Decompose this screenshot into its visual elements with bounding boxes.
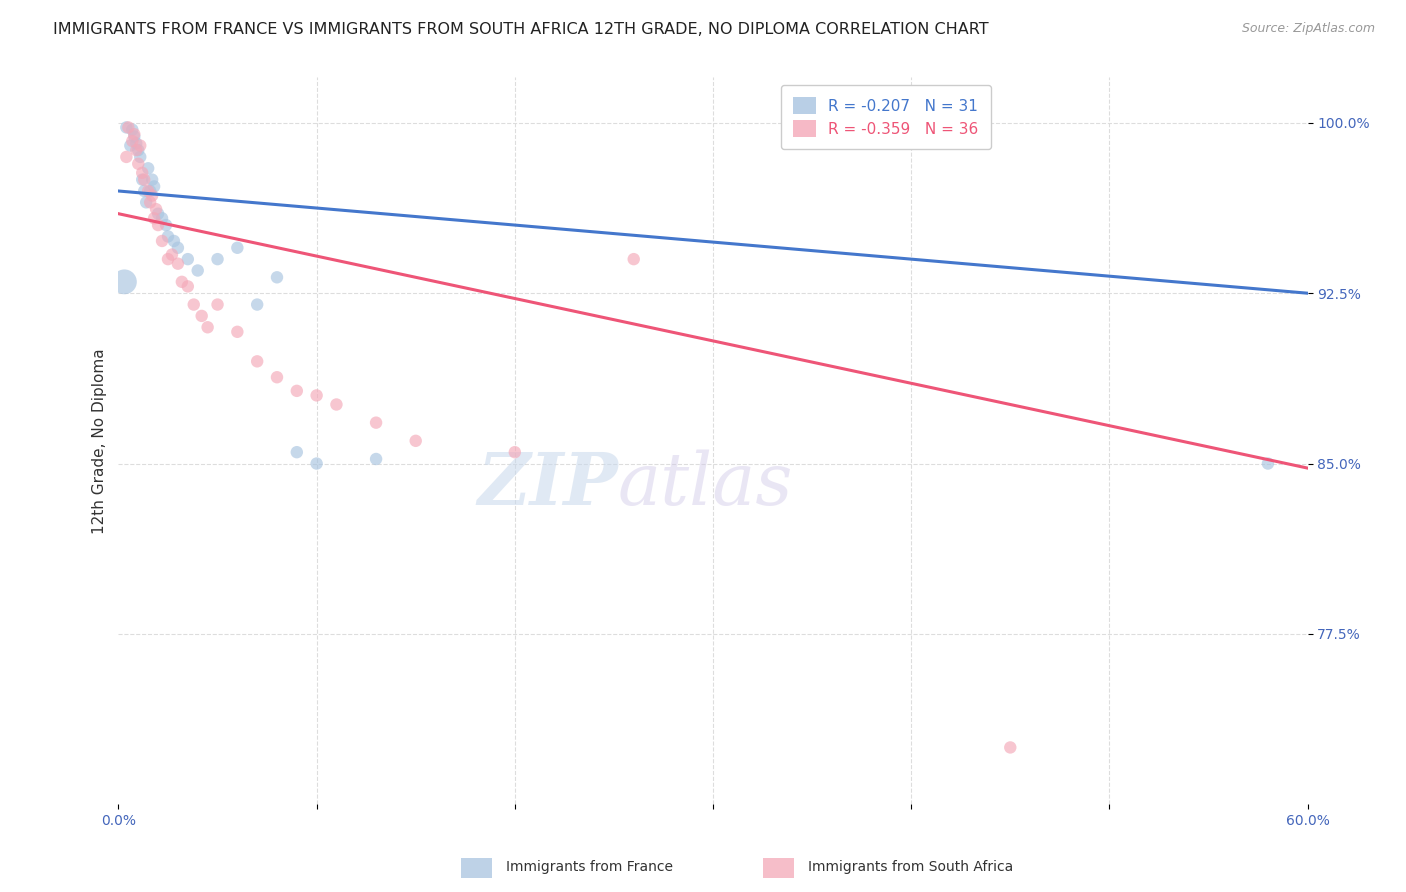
Point	[156, 252, 179, 267]
Point	[143, 211, 166, 226]
Point	[226, 325, 249, 339]
Point	[285, 384, 308, 398]
Point	[623, 252, 645, 267]
Point	[207, 297, 229, 311]
Point	[146, 207, 169, 221]
Point	[125, 136, 148, 151]
Point	[190, 309, 212, 323]
Point	[134, 172, 156, 186]
Point	[183, 297, 205, 311]
Point	[146, 218, 169, 232]
Point	[150, 211, 173, 226]
Point	[503, 445, 526, 459]
Point	[135, 195, 157, 210]
Point	[150, 234, 173, 248]
Point	[121, 122, 143, 136]
Point	[207, 252, 229, 267]
Point	[170, 275, 193, 289]
Point	[124, 129, 146, 144]
Point	[141, 172, 163, 186]
Point	[266, 270, 288, 285]
Point	[124, 127, 146, 141]
Point	[226, 241, 249, 255]
Point	[325, 397, 347, 411]
Point	[177, 279, 200, 293]
Text: ZIP: ZIP	[477, 449, 617, 520]
Point	[364, 416, 387, 430]
Text: Source: ZipAtlas.com: Source: ZipAtlas.com	[1241, 22, 1375, 36]
Point	[155, 218, 177, 232]
Point	[285, 445, 308, 459]
Point	[127, 157, 149, 171]
Point	[115, 120, 138, 135]
Text: atlas: atlas	[617, 450, 793, 520]
Point	[139, 184, 162, 198]
Point	[305, 457, 328, 471]
Point	[197, 320, 219, 334]
Point	[136, 161, 159, 176]
Point	[141, 188, 163, 202]
Point	[125, 143, 148, 157]
Text: IMMIGRANTS FROM FRANCE VS IMMIGRANTS FROM SOUTH AFRICA 12TH GRADE, NO DIPLOMA CO: IMMIGRANTS FROM FRANCE VS IMMIGRANTS FRO…	[53, 22, 988, 37]
Point	[1257, 457, 1279, 471]
Point	[305, 388, 328, 402]
Y-axis label: 12th Grade, No Diploma: 12th Grade, No Diploma	[93, 348, 107, 533]
Point	[145, 202, 167, 216]
Point	[121, 134, 143, 148]
Point	[163, 234, 186, 248]
Point	[266, 370, 288, 384]
Point	[187, 263, 209, 277]
Point	[134, 184, 156, 198]
Point	[177, 252, 200, 267]
Point	[143, 179, 166, 194]
Point	[405, 434, 427, 448]
Legend: R = -0.207   N = 31, R = -0.359   N = 36: R = -0.207 N = 31, R = -0.359 N = 36	[780, 85, 991, 149]
Point	[136, 184, 159, 198]
Point	[129, 138, 152, 153]
Point	[112, 275, 135, 289]
Point	[129, 150, 152, 164]
Point	[120, 138, 142, 153]
Point	[246, 354, 269, 368]
Point	[117, 120, 139, 135]
Point	[246, 297, 269, 311]
Text: Immigrants from France: Immigrants from France	[506, 860, 673, 874]
Point	[139, 195, 162, 210]
Point	[167, 241, 190, 255]
Point	[131, 172, 153, 186]
Point	[156, 229, 179, 244]
Point	[115, 150, 138, 164]
Text: Immigrants from South Africa: Immigrants from South Africa	[808, 860, 1014, 874]
Point	[364, 452, 387, 467]
Point	[167, 257, 190, 271]
Point	[160, 247, 183, 261]
Point	[131, 166, 153, 180]
Point	[1000, 740, 1022, 755]
Point	[127, 143, 149, 157]
